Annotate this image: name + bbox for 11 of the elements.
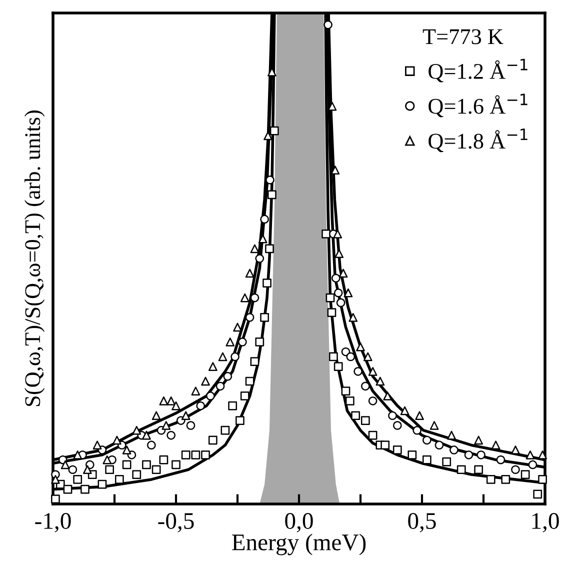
legend-label: Q=1.8 Å$^{−1}$ — [428, 128, 528, 152]
legend-label: Q=1.6 Å$^{−1}$ — [428, 94, 528, 118]
legend-title: T=773 K — [422, 29, 504, 44]
legend-label: Q=1.2 Å$^{−1}$ — [428, 58, 528, 82]
x-tick-label: 1,0 — [532, 513, 559, 532]
y-axis-title: S(Q,ω,T)/S(Q,ω=0,T) (arb. units) — [24, 110, 45, 406]
x-tick-label: 0,0 — [285, 513, 313, 532]
x-tick-label: -1,0 — [35, 513, 71, 532]
x-tick-label: 0,5 — [408, 513, 436, 532]
x-tick-label: -0,5 — [158, 513, 194, 532]
x-axis-title: Energy (meV) — [232, 534, 366, 556]
